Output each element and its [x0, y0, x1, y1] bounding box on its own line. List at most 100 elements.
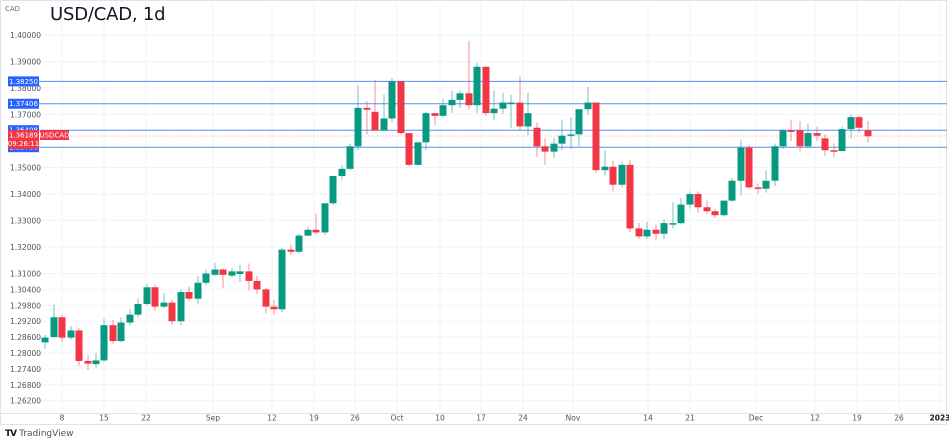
candle-body[interactable] [287, 249, 295, 252]
candle-body[interactable] [635, 228, 643, 237]
candle-body[interactable] [779, 130, 787, 147]
candle-body[interactable] [541, 146, 549, 152]
candle-body[interactable] [405, 133, 413, 165]
candle-body[interactable] [804, 133, 812, 147]
level-price-tag[interactable] [8, 76, 39, 87]
candle-body[interactable] [134, 303, 142, 315]
candle-body[interactable] [262, 289, 270, 307]
candle-body[interactable] [160, 302, 168, 307]
candle-body[interactable] [304, 229, 312, 236]
candle-body[interactable] [813, 133, 821, 136]
candle-body[interactable] [219, 269, 227, 275]
candle-body[interactable] [278, 249, 286, 310]
candle-body[interactable] [601, 166, 609, 171]
candle-body[interactable] [41, 337, 49, 343]
candle-body[interactable] [499, 102, 507, 109]
candle-body[interactable] [737, 147, 745, 181]
candle-body[interactable] [329, 175, 337, 204]
candle-body[interactable] [686, 194, 694, 205]
candle-body[interactable] [465, 93, 473, 106]
candle-body[interactable] [84, 360, 92, 364]
candle-body[interactable] [567, 134, 575, 136]
candle-body[interactable] [211, 269, 219, 275]
candle-body[interactable] [228, 271, 236, 276]
candle-body[interactable] [245, 271, 253, 281]
candle-body[interactable] [669, 223, 677, 225]
candle-body[interactable] [754, 187, 762, 189]
candle-body[interactable] [618, 164, 626, 185]
candle-body[interactable] [771, 146, 779, 181]
candle-body[interactable] [855, 117, 863, 128]
candle-body[interactable] [507, 102, 515, 105]
candle-body[interactable] [745, 147, 753, 188]
candle-body[interactable] [439, 105, 447, 116]
candle-body[interactable] [838, 129, 846, 152]
candle-body[interactable] [796, 130, 804, 147]
candle-body[interactable] [75, 330, 83, 361]
candle-body[interactable] [592, 102, 600, 171]
candle-body[interactable] [371, 111, 379, 131]
candle-body[interactable] [609, 166, 617, 185]
candle-body[interactable] [830, 150, 838, 152]
candle-body[interactable] [652, 229, 660, 234]
candle-body[interactable] [703, 207, 711, 212]
candle-body[interactable] [354, 107, 362, 147]
candle-body[interactable] [473, 66, 481, 106]
candle-body[interactable] [516, 102, 524, 127]
candle-body[interactable] [388, 81, 396, 119]
candle-body[interactable] [346, 146, 354, 169]
candle-body[interactable] [363, 107, 371, 110]
candle-body[interactable] [143, 287, 151, 304]
candle-body[interactable] [338, 168, 346, 176]
candle-body[interactable] [728, 180, 736, 201]
candle-body[interactable] [431, 113, 439, 116]
candle-body[interactable] [177, 292, 185, 322]
candle-body[interactable] [380, 118, 388, 131]
candle-body[interactable] [558, 135, 566, 144]
candle-body[interactable] [100, 325, 108, 361]
candle-body[interactable] [422, 113, 430, 143]
candle-body[interactable] [312, 229, 320, 233]
candle-body[interactable] [236, 271, 244, 275]
candle-body[interactable] [67, 330, 75, 338]
candle-body[interactable] [762, 180, 770, 189]
candle-body[interactable] [109, 325, 117, 342]
candle-body[interactable] [92, 360, 100, 365]
candle-body[interactable] [584, 102, 592, 110]
candle-body[interactable] [660, 223, 668, 234]
candle-body[interactable] [677, 204, 685, 224]
candle-body[interactable] [270, 306, 278, 310]
candle-body[interactable] [643, 229, 651, 237]
candle-body[interactable] [821, 138, 829, 151]
candle-body[interactable] [448, 99, 456, 106]
candle-body[interactable] [202, 273, 210, 283]
candle-body[interactable] [168, 302, 176, 322]
candle-body[interactable] [575, 109, 583, 135]
candle-body[interactable] [720, 200, 728, 216]
candlestick-chart[interactable]: 1.40000 1.39000 1.38000 1.37000 1.35000 1.340… [0, 0, 949, 425]
candle-body[interactable] [321, 203, 329, 233]
candle-body[interactable] [295, 235, 303, 252]
candle-body[interactable] [50, 317, 58, 338]
candle-body[interactable] [151, 287, 159, 307]
candle-body[interactable] [490, 108, 498, 114]
candle-body[interactable] [58, 317, 66, 338]
candle-body[interactable] [117, 322, 125, 342]
candle-body[interactable] [864, 130, 872, 137]
symbol-tag[interactable] [40, 129, 69, 140]
candle-body[interactable] [126, 314, 134, 323]
candle-body[interactable] [253, 280, 261, 290]
candle-body[interactable] [414, 142, 422, 165]
candle-body[interactable] [626, 164, 634, 229]
candle-body[interactable] [185, 292, 193, 299]
candle-body[interactable] [456, 93, 464, 100]
candle-body[interactable] [533, 127, 541, 147]
candle-body[interactable] [482, 66, 490, 114]
level-price-tag[interactable] [8, 98, 39, 109]
candle-body[interactable] [847, 117, 855, 130]
candle-body[interactable] [524, 113, 532, 127]
candle-body[interactable] [711, 211, 719, 216]
candle-body[interactable] [787, 130, 795, 132]
candle-body[interactable] [694, 194, 702, 208]
candle-body[interactable] [397, 81, 405, 134]
